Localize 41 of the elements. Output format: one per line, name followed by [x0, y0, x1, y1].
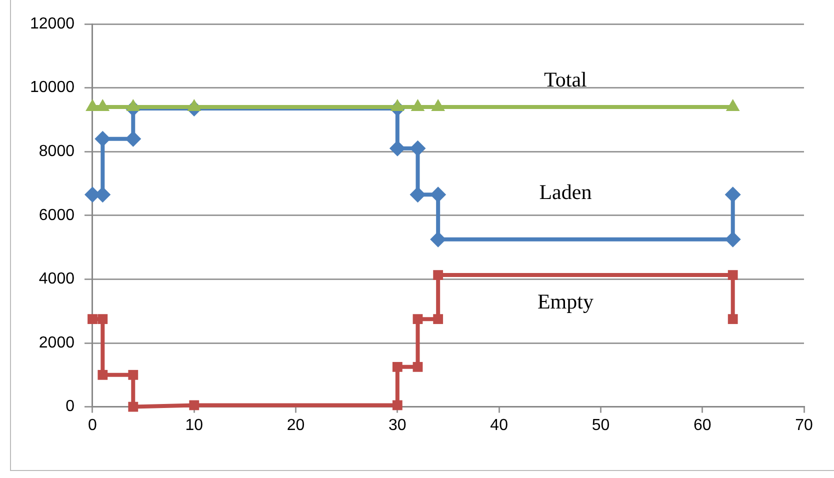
point — [412, 362, 423, 372]
point — [98, 314, 108, 324]
y-tick-label: 4000 — [38, 270, 75, 288]
point — [724, 231, 741, 248]
point — [88, 314, 98, 324]
point — [389, 140, 406, 156]
x-tick-label: 60 — [693, 416, 712, 434]
y-tick-label: 0 — [66, 398, 75, 416]
y-tick-label: 8000 — [38, 143, 75, 160]
point — [94, 130, 111, 147]
x-tick-label: 0 — [88, 416, 98, 434]
point — [392, 400, 402, 410]
x-tick-label: 20 — [286, 416, 305, 434]
x-tick-label: 70 — [795, 416, 813, 434]
point — [430, 231, 446, 248]
y-tick-label: 2000 — [38, 334, 75, 352]
series-label: Laden — [539, 180, 592, 204]
point — [433, 314, 444, 324]
y-tick-label: 10000 — [30, 79, 75, 96]
series-label: Total — [544, 67, 588, 92]
y-tick-label: 12000 — [30, 15, 75, 32]
point — [430, 186, 446, 203]
point — [724, 186, 741, 203]
point — [128, 402, 138, 412]
x-tick-label: 40 — [490, 416, 508, 434]
point — [433, 270, 444, 280]
point — [189, 400, 200, 410]
y-tick-label: 6000 — [38, 206, 75, 224]
point — [125, 130, 142, 147]
point — [128, 370, 138, 380]
point — [98, 370, 108, 380]
x-tick-label: 10 — [185, 416, 204, 434]
x-tick-label: 50 — [592, 416, 610, 434]
x-tick-label: 30 — [388, 416, 406, 434]
point — [412, 314, 423, 324]
point — [410, 140, 426, 156]
point — [728, 314, 738, 324]
point — [728, 270, 738, 280]
point — [392, 362, 402, 372]
point — [410, 186, 426, 203]
series-label: Empty — [537, 290, 594, 314]
